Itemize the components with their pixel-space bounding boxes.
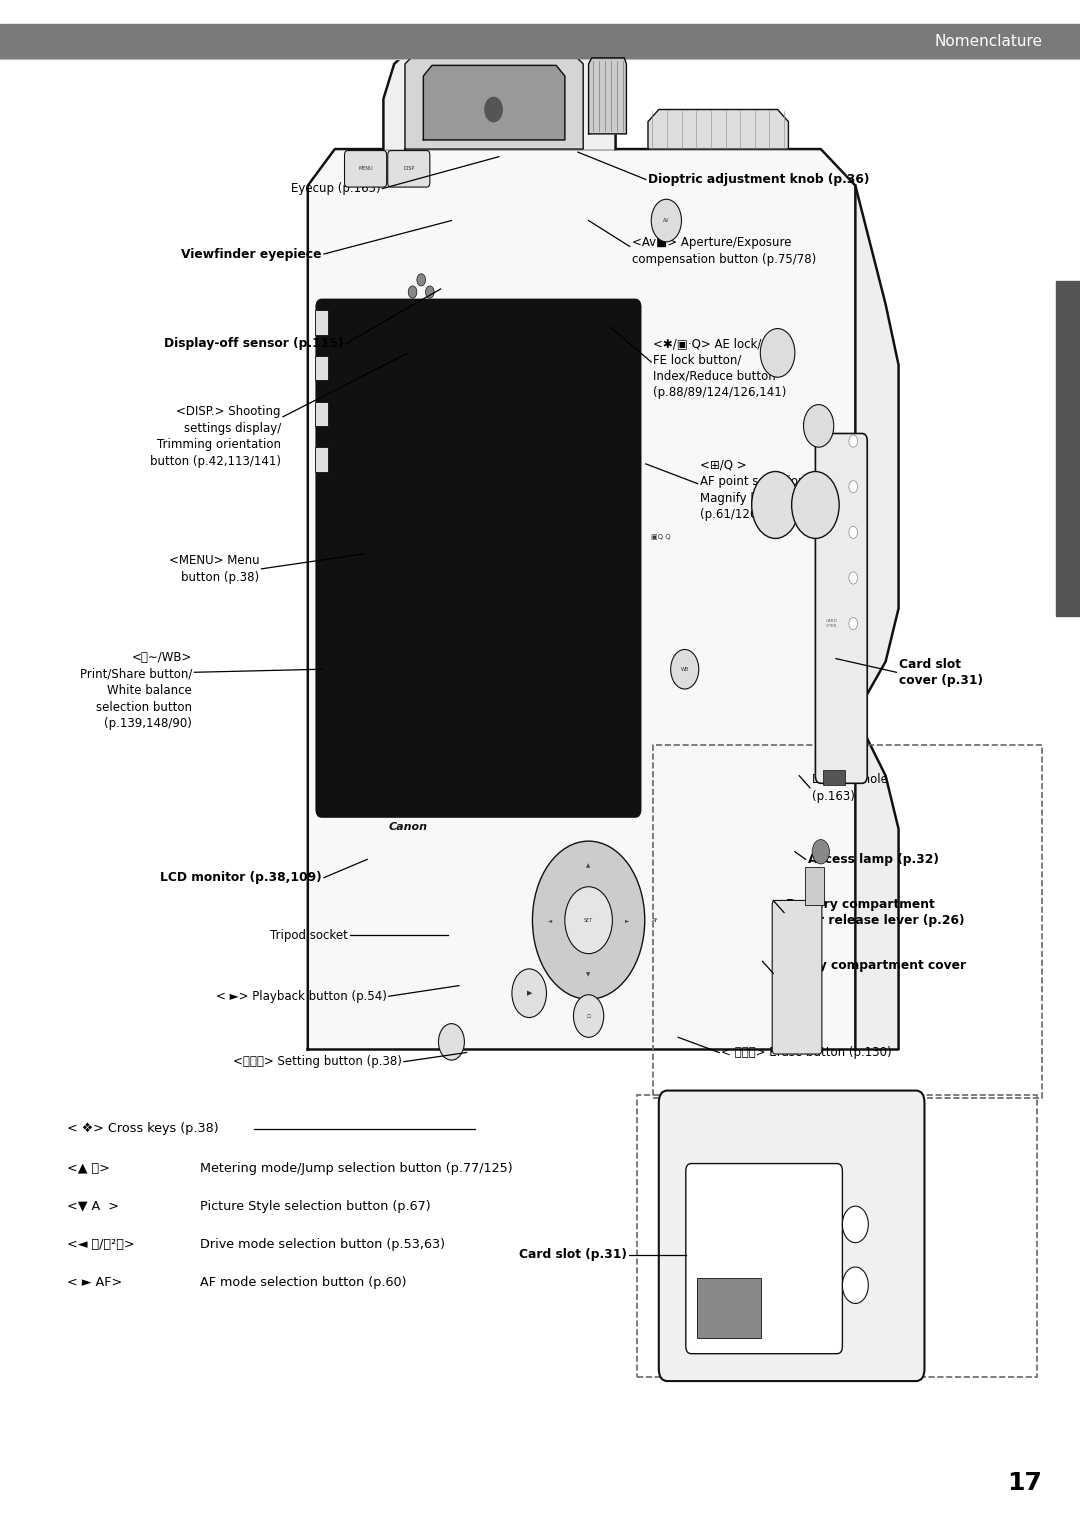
Text: Access lamp (p.32): Access lamp (p.32) [808,853,939,865]
Text: AF mode selection button (p.60): AF mode selection button (p.60) [200,1276,406,1288]
Bar [805,867,824,905]
Circle shape [671,649,699,689]
Polygon shape [405,53,583,149]
Bar [315,356,328,380]
Circle shape [849,435,858,447]
Text: Eyecup (p.165): Eyecup (p.165) [291,183,380,195]
Bar [697,1278,761,1338]
Circle shape [426,286,434,298]
Text: ►: ► [625,917,630,923]
Circle shape [512,969,546,1018]
Bar [653,745,1042,1098]
Polygon shape [589,58,626,134]
Bar [0,24,1080,58]
Circle shape [812,840,829,864]
Text: < ►> Playback button (p.54): < ►> Playback button (p.54) [216,990,387,1002]
Text: Card slot (p.31): Card slot (p.31) [518,1249,626,1261]
Text: ▶: ▶ [527,990,531,996]
Circle shape [760,329,795,377]
Polygon shape [648,110,788,149]
Text: <✱/▣·Q> AE lock/
FE lock button/
Index/Reduce button
(p.88/89/124/126,141): <✱/▣·Q> AE lock/ FE lock button/ Index/R… [653,336,786,400]
Text: Display-off sensor (p.115): Display-off sensor (p.115) [164,338,343,350]
FancyBboxPatch shape [815,433,867,783]
Bar [823,770,845,785]
FancyBboxPatch shape [772,900,822,1054]
Text: Dioptric adjustment knob (p.36): Dioptric adjustment knob (p.36) [648,173,869,186]
Text: 17: 17 [1008,1471,1042,1495]
FancyBboxPatch shape [345,151,387,187]
Text: <⨟∼/WB>
Print/Share button/
White balance
selection button
(p.139,148/90): <⨟∼/WB> Print/Share button/ White balanc… [80,651,192,730]
FancyBboxPatch shape [388,151,430,187]
Text: AF: AF [652,917,659,923]
Text: < ❖> Cross keys (p.38): < ❖> Cross keys (p.38) [67,1122,218,1135]
Text: <Av■> Aperture/Exposure
compensation button (p.75/78): <Av■> Aperture/Exposure compensation but… [632,236,816,266]
Circle shape [849,618,858,630]
Circle shape [752,472,799,538]
Text: ◄: ◄ [548,917,552,923]
Text: Canon: Canon [389,823,428,832]
Polygon shape [308,149,855,1049]
FancyBboxPatch shape [316,300,640,817]
Text: ▲: ▲ [586,862,591,868]
Text: ▼: ▼ [586,972,591,978]
Text: Nomenclature: Nomenclature [934,33,1042,49]
Polygon shape [855,186,899,715]
Text: AV: AV [663,218,670,224]
Circle shape [438,1024,464,1060]
Text: Drive mode selection button (p.53,63): Drive mode selection button (p.53,63) [200,1238,445,1250]
Text: ▣Q Q: ▣Q Q [651,534,671,540]
Circle shape [417,274,426,286]
Circle shape [532,841,645,999]
Text: <DISP.> Shooting
settings display/
Trimming orientation
button (p.42,113/141): <DISP.> Shooting settings display/ Trimm… [150,405,281,468]
Text: <◄ ⓔ/ⓘ²ⓔ>: <◄ ⓔ/ⓘ²ⓔ> [67,1238,135,1250]
Circle shape [849,572,858,584]
Circle shape [408,286,417,298]
Text: <▲ ⓣ>: <▲ ⓣ> [67,1162,110,1174]
Text: DC cord hole
(p.163): DC cord hole (p.163) [812,773,888,803]
Text: Tripod socket: Tripod socket [270,929,348,941]
Text: SET: SET [584,917,593,923]
Text: <Ⓢⓔⓣ> Setting button (p.38): <Ⓢⓔⓣ> Setting button (p.38) [233,1056,402,1068]
Text: Picture Style selection button (p.67): Picture Style selection button (p.67) [200,1200,431,1212]
Circle shape [849,481,858,493]
Polygon shape [855,715,899,1049]
FancyBboxPatch shape [659,1091,924,1381]
Bar [315,310,328,335]
Bar [637,1095,1037,1377]
Polygon shape [383,49,616,149]
Bar [315,447,328,472]
Text: CARD
OPEN: CARD OPEN [826,619,838,628]
FancyBboxPatch shape [686,1164,842,1354]
Circle shape [842,1267,868,1303]
Text: WB: WB [680,666,689,672]
Circle shape [849,526,858,538]
Text: Viewfinder eyepiece: Viewfinder eyepiece [181,248,322,260]
Bar [315,402,328,426]
Text: Metering mode/Jump selection button (p.77/125): Metering mode/Jump selection button (p.7… [200,1162,512,1174]
Text: Card slot
cover (p.31): Card slot cover (p.31) [899,657,983,687]
Text: DISP: DISP [404,166,415,172]
Bar [1056,281,1080,616]
Text: < ► AF>: < ► AF> [67,1276,122,1288]
Circle shape [651,199,681,242]
Circle shape [485,97,502,122]
Circle shape [565,887,612,954]
Text: Battery compartment
cover release lever (p.26): Battery compartment cover release lever … [786,897,964,928]
Circle shape [842,1206,868,1243]
Text: <⊞/Q >
AF point selection/
Magnify button
(p.61/126,141): <⊞/Q > AF point selection/ Magnify butto… [700,458,809,522]
Text: < Ⓣⓔⓘ> Erase button (p.130): < Ⓣⓔⓘ> Erase button (p.130) [721,1046,892,1059]
Circle shape [804,405,834,447]
Polygon shape [423,65,565,140]
Text: <MENU> Menu
button (p.38): <MENU> Menu button (p.38) [168,554,259,584]
Circle shape [573,995,604,1037]
Text: Battery compartment cover
(p.26): Battery compartment cover (p.26) [775,958,967,989]
Circle shape [792,472,839,538]
Text: MENU: MENU [359,166,374,172]
Text: LCD monitor (p.38,109): LCD monitor (p.38,109) [160,872,322,884]
Text: <▼ A  >: <▼ A > [67,1200,119,1212]
Text: ◽: ◽ [586,1013,591,1019]
